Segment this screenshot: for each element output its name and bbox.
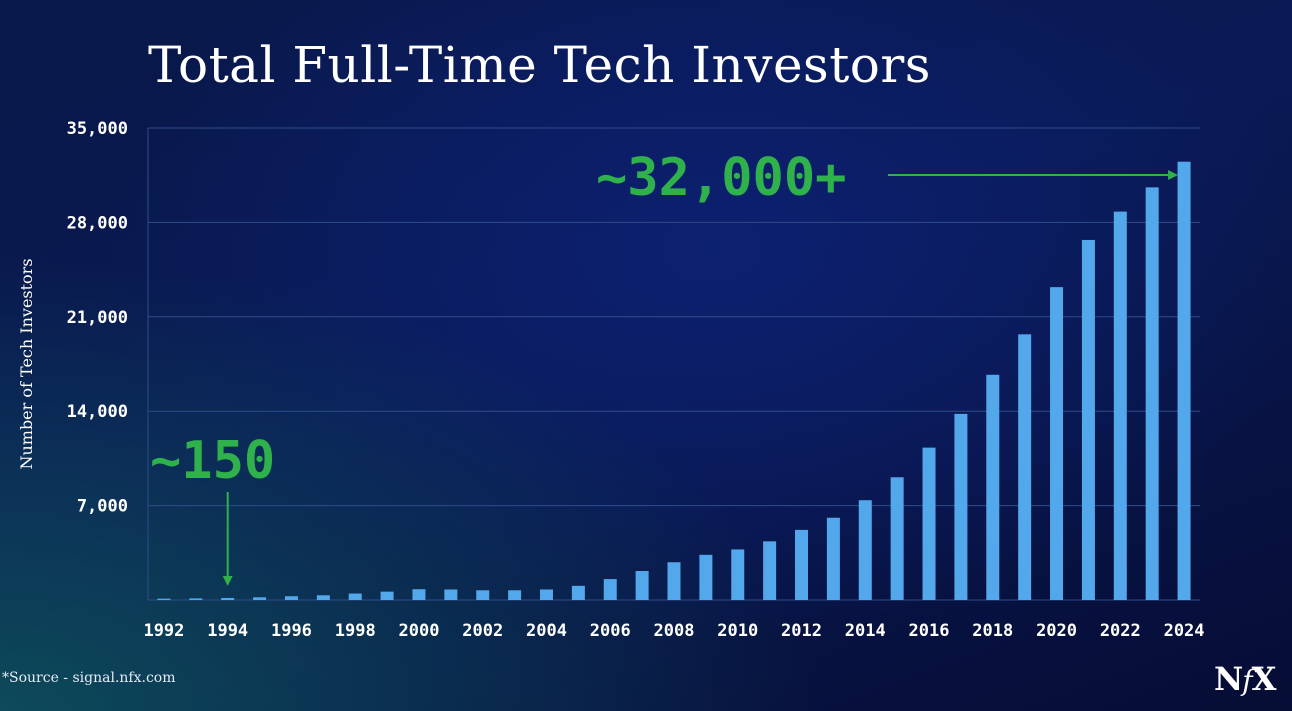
bar-2004	[539, 589, 553, 600]
x-tick-label: 2006	[590, 621, 631, 641]
bar-1999	[380, 591, 394, 600]
bar-1995	[253, 597, 267, 600]
bar-1994	[221, 597, 235, 600]
bar-2007	[635, 571, 649, 600]
y-tick-label: 7,000	[77, 497, 128, 517]
logo-letter-x: X	[1251, 660, 1277, 698]
bar-1998	[348, 593, 362, 600]
x-tick-label: 2018	[972, 621, 1013, 641]
bar-2022	[1113, 211, 1127, 600]
y-tick-label: 28,000	[67, 213, 128, 233]
bar-2003	[508, 590, 522, 600]
annotation-150: ~150	[150, 431, 275, 491]
y-axis-ticks: 7,000 14,000 21,000 28,000 35,000	[67, 119, 128, 517]
x-tick-label: 2004	[526, 621, 567, 641]
logo-letter-f: f	[1242, 664, 1252, 697]
bar-2010	[731, 549, 745, 600]
bar-2006	[603, 579, 617, 600]
bar-2005	[571, 585, 585, 600]
x-tick-label: 2012	[781, 621, 822, 641]
x-tick-label: 2014	[845, 621, 886, 641]
bar-2016	[922, 447, 936, 600]
nfx-logo: NfX	[1214, 660, 1277, 698]
x-axis-ticks: 1992 1994 1996 1998 2000 2002 2004 2006 2008 2010…	[143, 621, 1204, 641]
x-tick-label: 2010	[717, 621, 758, 641]
bar-2012	[795, 529, 809, 600]
bar-1992	[157, 598, 171, 600]
y-tick-label: 35,000	[67, 119, 128, 139]
bar-2002	[476, 590, 490, 600]
y-tick-label: 21,000	[67, 308, 128, 328]
y-tick-label: 14,000	[67, 402, 128, 422]
bar-2019	[1018, 334, 1032, 600]
x-tick-label: 1994	[207, 621, 248, 641]
bars	[157, 161, 1191, 600]
y-axis-label: Number of Tech Investors	[17, 258, 36, 469]
chart-title: Total Full-Time Tech Investors	[148, 36, 931, 94]
bar-2013	[826, 517, 840, 600]
bar-2001	[444, 589, 458, 600]
x-tick-label: 1992	[143, 621, 184, 641]
bar-2008	[667, 562, 681, 600]
bar-2023	[1145, 187, 1159, 600]
x-tick-label: 2008	[654, 621, 695, 641]
x-tick-label: 1996	[271, 621, 312, 641]
bar-2000	[412, 589, 426, 600]
bar-2021	[1081, 239, 1095, 600]
x-tick-label: 2020	[1036, 621, 1077, 641]
bar-2009	[699, 554, 713, 600]
bar-2011	[763, 541, 777, 600]
x-tick-label: 2024	[1164, 621, 1205, 641]
x-tick-label: 2022	[1100, 621, 1141, 641]
bar-1996	[284, 596, 298, 600]
annotation-32000: ~32,000+	[596, 148, 846, 208]
bar-2017	[954, 413, 968, 600]
bar-2014	[858, 500, 872, 600]
x-tick-label: 2002	[462, 621, 503, 641]
bar-1997	[316, 595, 330, 600]
x-tick-label: 2016	[909, 621, 950, 641]
bar-2024	[1177, 161, 1191, 600]
bar-1993	[189, 598, 203, 600]
source-note: *Source - signal.nfx.com	[2, 670, 176, 686]
bar-2020	[1050, 287, 1064, 600]
x-tick-label: 2000	[398, 621, 439, 641]
logo-letter-n: N	[1214, 660, 1243, 698]
bar-2018	[986, 374, 1000, 600]
x-tick-label: 1998	[335, 621, 376, 641]
bar-2015	[890, 477, 904, 600]
annotations: ~150 ~32,000+	[150, 148, 1179, 586]
